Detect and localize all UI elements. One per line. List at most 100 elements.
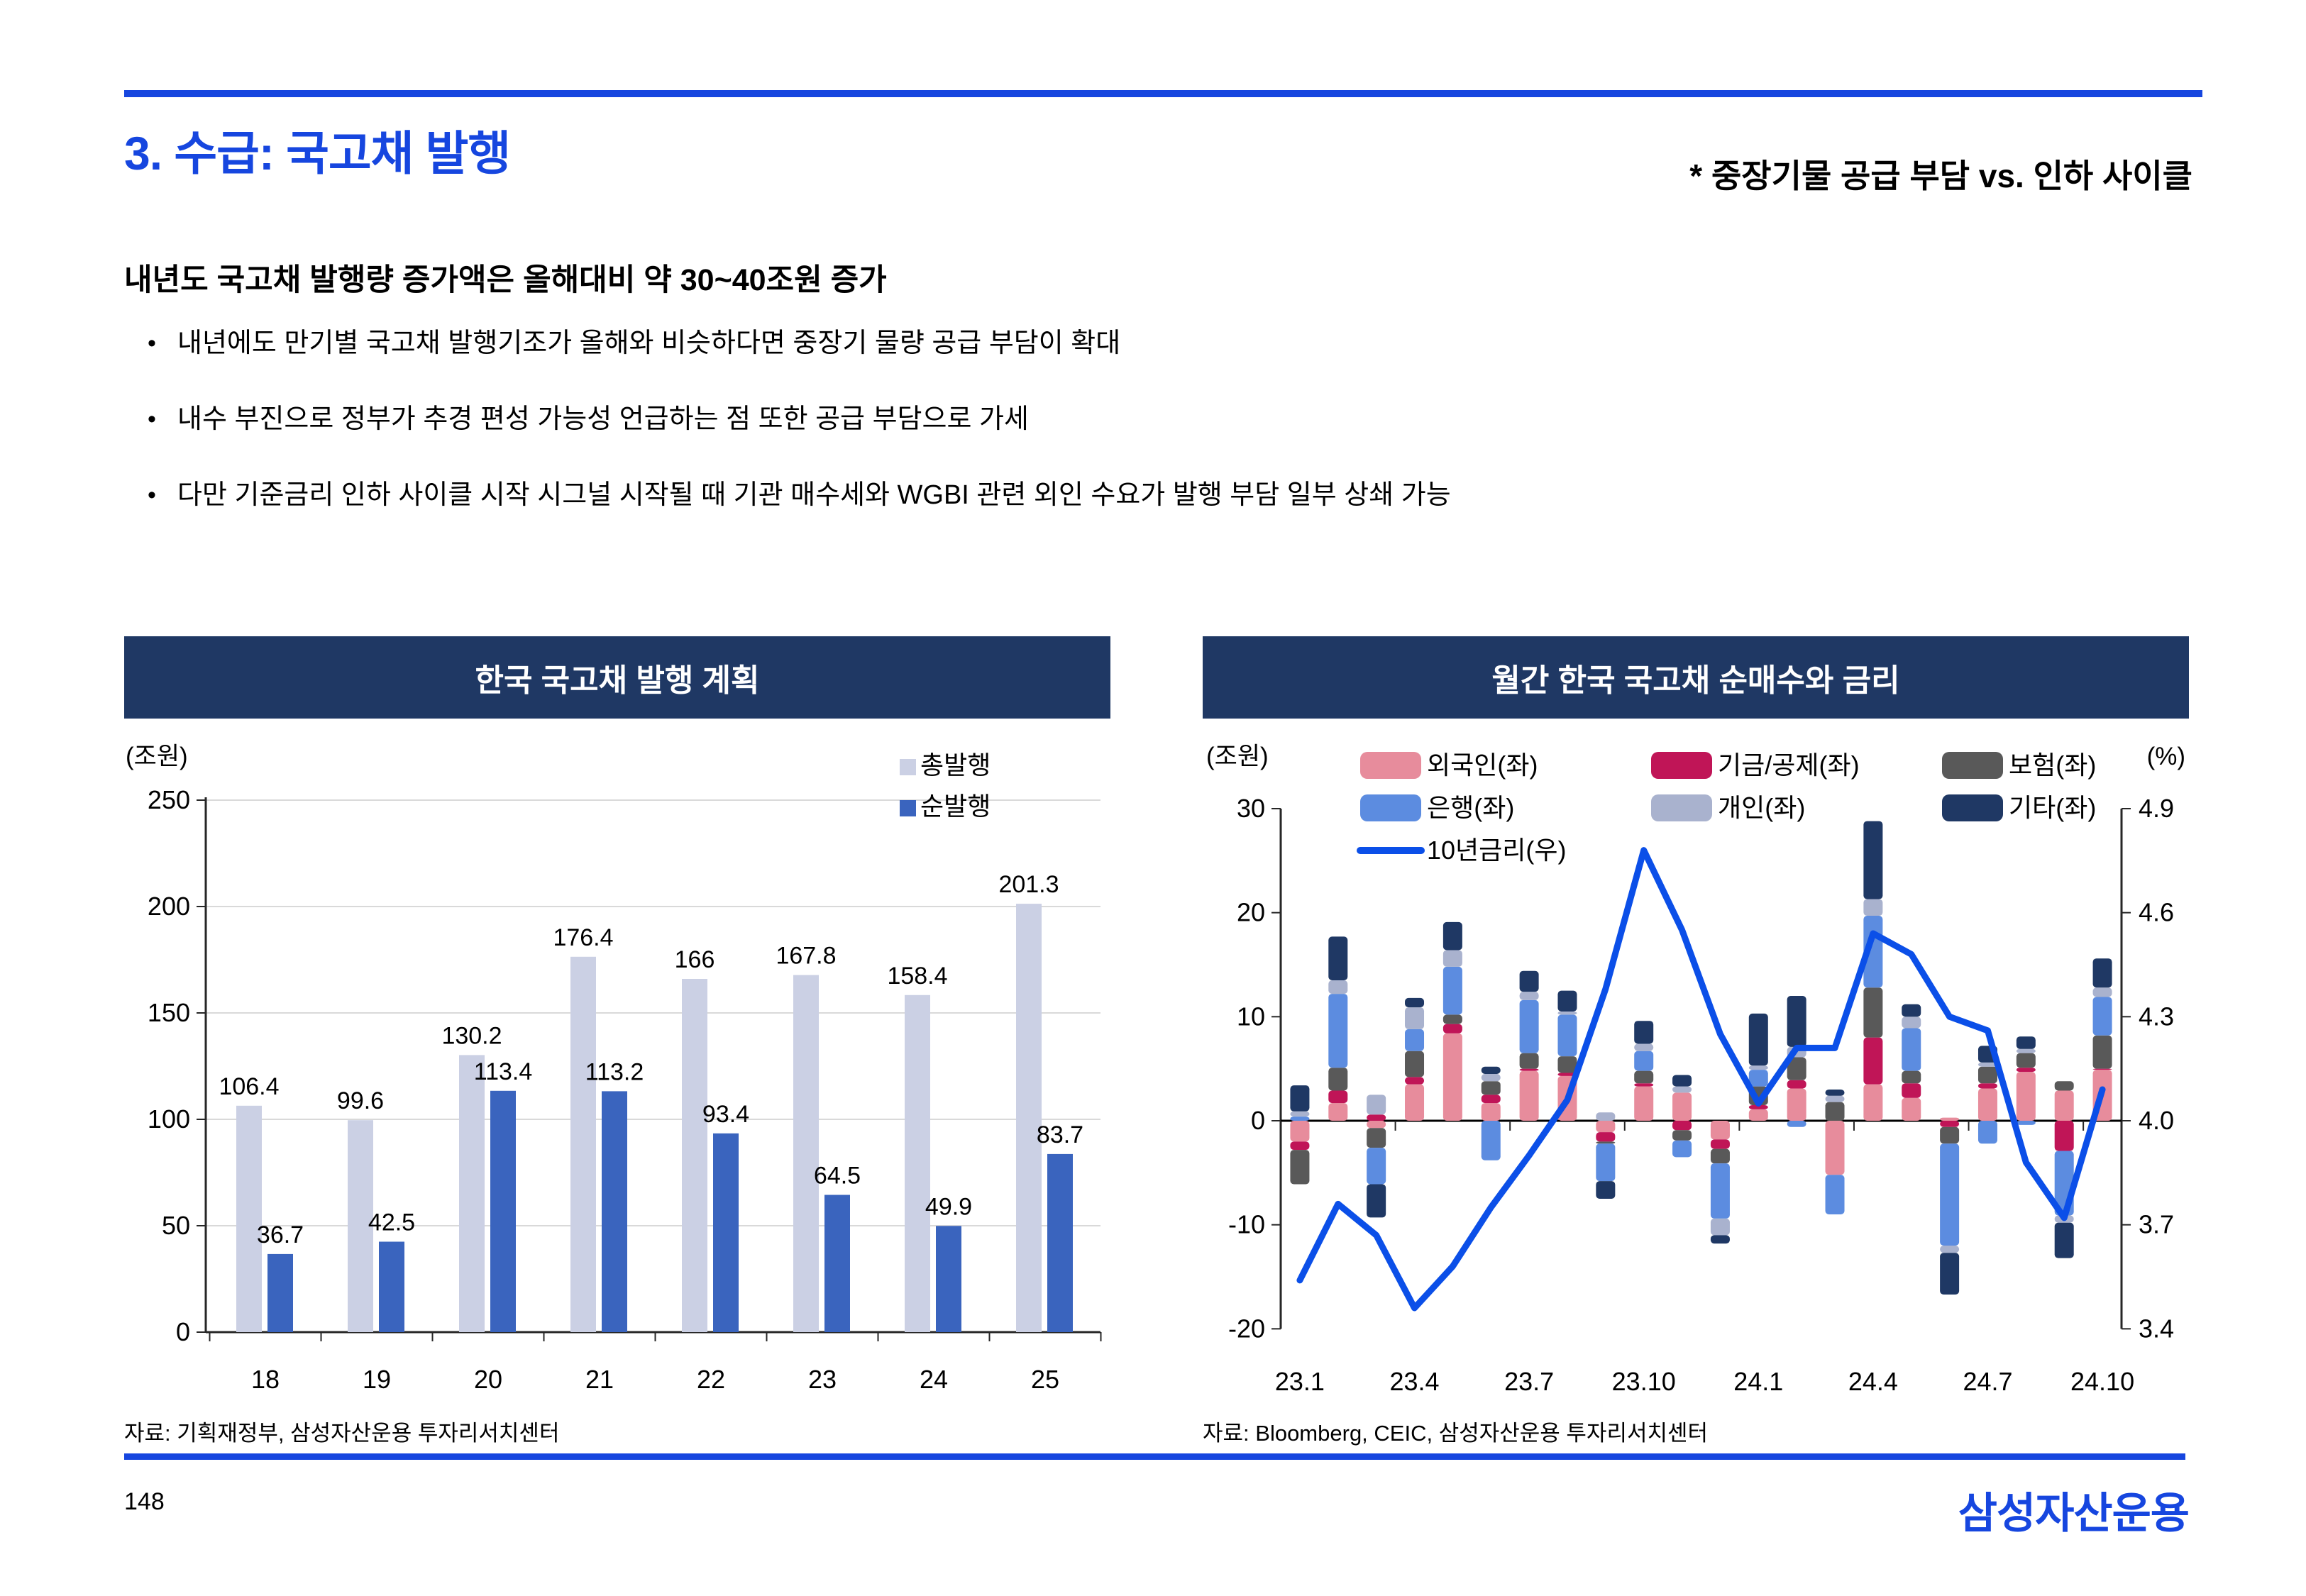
x-axis-label: 24 xyxy=(920,1365,948,1394)
segment-0-24.5 xyxy=(1902,1097,1921,1121)
legend-label: 총발행 xyxy=(920,750,991,780)
segment-2-23.11 xyxy=(1672,1130,1692,1141)
y-axis-label: 0 xyxy=(176,1317,190,1346)
segment-2-24.6 xyxy=(1940,1126,1960,1144)
segment-1-23.11 xyxy=(1672,1121,1692,1131)
right-y-label: 4.0 xyxy=(2139,1106,2174,1135)
legend-label: 개인(좌) xyxy=(1718,793,1805,822)
segment-3-23.10 xyxy=(1634,1051,1654,1071)
y-axis-label: 250 xyxy=(148,785,190,814)
segment-3-23.12 xyxy=(1710,1163,1730,1219)
segment-3-24.7 xyxy=(1977,1121,1997,1144)
segment-2-24.5 xyxy=(1902,1070,1921,1084)
bar-value-label: 49.9 xyxy=(925,1193,972,1220)
legend-label: 기금/공제(좌) xyxy=(1718,750,1860,780)
segment-1-23.7 xyxy=(1519,1068,1539,1071)
segment-2-23.9 xyxy=(1596,1141,1616,1144)
bar-value-label: 42.5 xyxy=(368,1209,415,1236)
left-y-label: 20 xyxy=(1237,898,1265,927)
legend-swatch xyxy=(1651,752,1712,779)
x-axis-label: 24.7 xyxy=(1963,1367,2012,1396)
segment-5-23.12 xyxy=(1710,1235,1730,1244)
page-title: 3. 수급: 국고채 발행 xyxy=(124,127,511,179)
bullet-marker: • xyxy=(148,481,156,509)
segment-5-23.8 xyxy=(1557,990,1577,1012)
segment-0-23.5 xyxy=(1442,1033,1462,1121)
bar-total-25 xyxy=(1016,904,1042,1332)
bar-net-24 xyxy=(936,1226,961,1332)
segment-1-23.3 xyxy=(1367,1114,1386,1121)
segment-3-23.4 xyxy=(1405,1029,1425,1051)
x-axis-label: 22 xyxy=(697,1365,725,1394)
segment-5-23.7 xyxy=(1519,970,1539,992)
legend-swatch xyxy=(900,800,916,816)
bar-total-18 xyxy=(236,1105,262,1332)
segment-3-24.2 xyxy=(1787,1121,1806,1127)
segment-1-23.10 xyxy=(1634,1083,1654,1087)
segment-4-24.8 xyxy=(2016,1048,2036,1053)
y-unit-label: (조원) xyxy=(126,743,188,770)
top-rule xyxy=(124,90,2202,97)
bar-total-24 xyxy=(905,994,930,1332)
segment-2-23.5 xyxy=(1442,1014,1462,1024)
legend-swatch xyxy=(900,759,916,775)
bar-total-19 xyxy=(348,1120,373,1332)
x-axis-label: 23.4 xyxy=(1389,1367,1439,1396)
yield-line xyxy=(1296,847,2106,1312)
segment-0-23.6 xyxy=(1481,1103,1501,1121)
legend-swatch xyxy=(1360,794,1421,821)
segment-0-23.1 xyxy=(1290,1121,1310,1142)
segment-5-24.6 xyxy=(1940,1253,1960,1295)
segment-0-24.9 xyxy=(2054,1090,2074,1121)
segment-1-24.7 xyxy=(1977,1083,1997,1089)
left-unit-label: (조원) xyxy=(1206,743,1269,770)
segment-2-23.3 xyxy=(1367,1128,1386,1148)
bar-net-18 xyxy=(267,1253,293,1332)
x-axis-label: 20 xyxy=(474,1365,502,1394)
segment-3-23.8 xyxy=(1557,1014,1577,1057)
legend-label: 10년금리(우) xyxy=(1427,836,1567,865)
bar-value-label: 113.4 xyxy=(474,1058,533,1085)
segment-2-23.4 xyxy=(1405,1051,1425,1077)
segment-1-24.1 xyxy=(1748,1104,1768,1109)
segment-5-24.2 xyxy=(1787,995,1806,1047)
segment-3-24.8 xyxy=(2016,1121,2036,1125)
segment-2-24.2 xyxy=(1787,1057,1806,1080)
segment-0-24.2 xyxy=(1787,1088,1806,1121)
x-axis-label: 24.1 xyxy=(1733,1367,1783,1396)
segment-0-23.3 xyxy=(1367,1121,1386,1129)
y-axis-label: 100 xyxy=(148,1104,190,1134)
x-axis-label: 25 xyxy=(1031,1365,1059,1394)
segment-1-23.4 xyxy=(1405,1077,1425,1085)
right-chart-title-banner: 월간 한국 국고채 순매수와 금리 xyxy=(1203,636,2189,719)
bar-total-21 xyxy=(570,956,596,1332)
segment-4-24.4 xyxy=(1863,899,1883,916)
bar-value-label: 64.5 xyxy=(814,1163,861,1190)
bullet-item: • 다만 기준금리 인하 사이클 시작 시그널 시작될 때 기관 매수세와 WG… xyxy=(148,480,1886,511)
segment-2-23.6 xyxy=(1481,1081,1501,1095)
segment-2-23.10 xyxy=(1634,1070,1654,1084)
bar-value-label: 167.8 xyxy=(776,943,836,970)
segment-0-23.11 xyxy=(1672,1092,1692,1121)
y-axis-label: 200 xyxy=(148,892,190,921)
segment-2-24.3 xyxy=(1825,1102,1845,1121)
left-y-label: 10 xyxy=(1237,1002,1265,1031)
segment-1-24.2 xyxy=(1787,1080,1806,1089)
segment-5-23.1 xyxy=(1290,1085,1310,1112)
segment-4-23.4 xyxy=(1405,1007,1425,1029)
segment-4-23.2 xyxy=(1328,980,1348,994)
segment-2-23.7 xyxy=(1519,1053,1539,1069)
segment-3-23.1 xyxy=(1290,1116,1310,1121)
x-axis-label: 21 xyxy=(585,1365,614,1394)
left-chart-title-banner: 한국 국고채 발행 계획 xyxy=(124,636,1110,719)
segment-3-24.1 xyxy=(1748,1070,1768,1087)
segment-1-23.9 xyxy=(1596,1132,1616,1142)
segment-0-24.8 xyxy=(2016,1072,2036,1121)
bar-value-label: 201.3 xyxy=(998,871,1059,898)
segment-2-23.8 xyxy=(1557,1056,1577,1073)
segment-5-24.1 xyxy=(1748,1013,1768,1066)
segment-0-23.4 xyxy=(1405,1084,1425,1121)
x-axis-label: 18 xyxy=(251,1365,280,1394)
segment-4-23.3 xyxy=(1367,1095,1386,1115)
bullet-marker: • xyxy=(148,330,156,357)
